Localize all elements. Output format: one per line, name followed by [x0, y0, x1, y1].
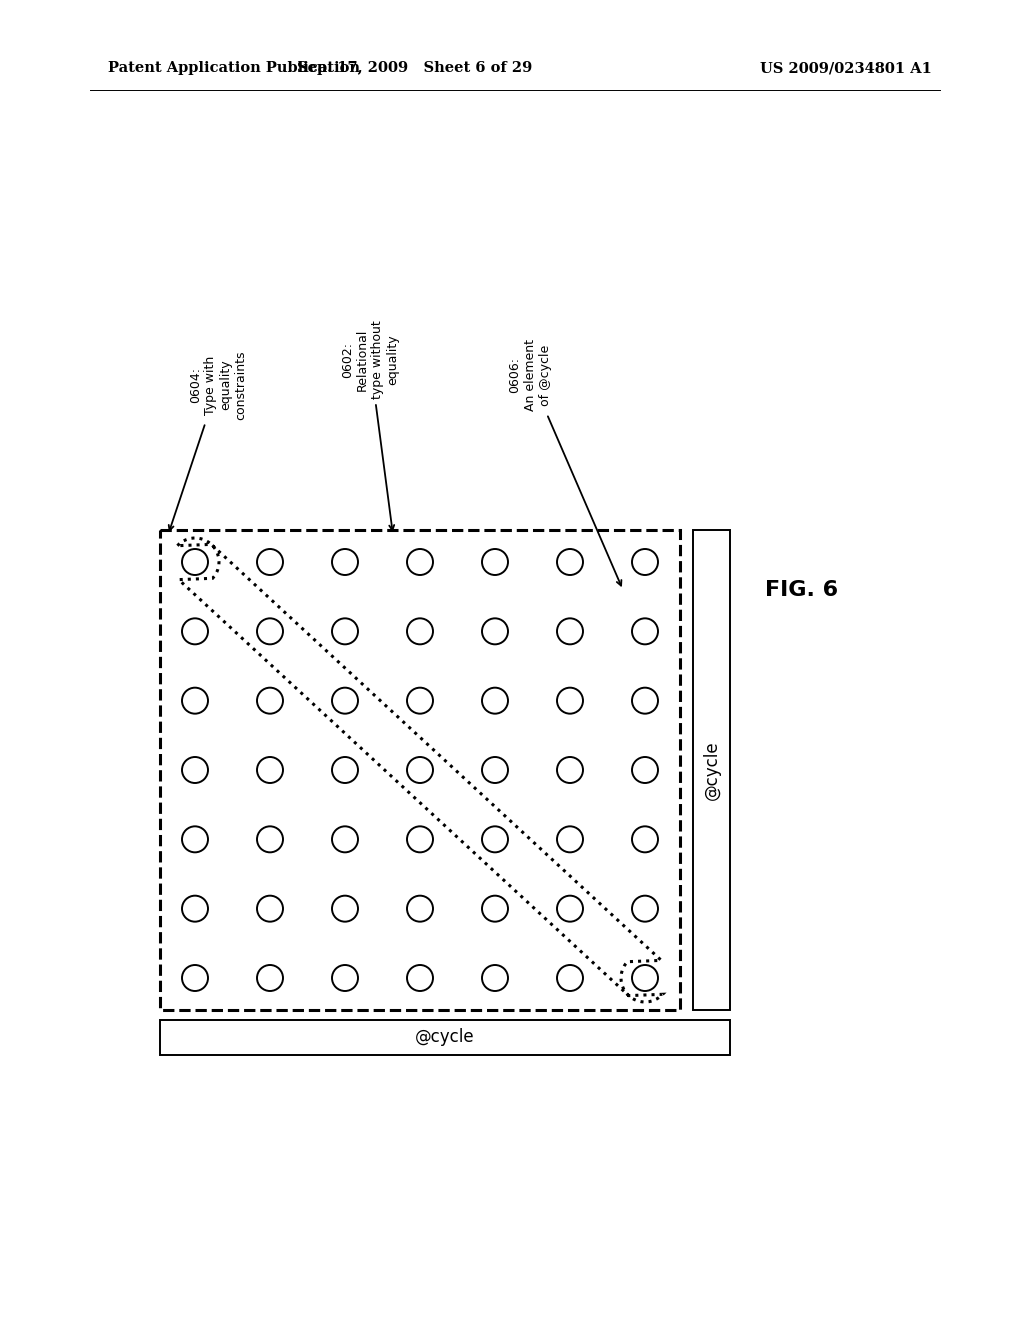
Bar [160, 531, 680, 1010]
Circle shape [182, 826, 208, 853]
Circle shape [557, 756, 583, 783]
Circle shape [482, 965, 508, 991]
Circle shape [557, 826, 583, 853]
Circle shape [332, 896, 358, 921]
Text: US 2009/0234801 A1: US 2009/0234801 A1 [760, 61, 932, 75]
Circle shape [182, 688, 208, 714]
Circle shape [257, 688, 283, 714]
Circle shape [557, 549, 583, 576]
Circle shape [407, 688, 433, 714]
Circle shape [182, 896, 208, 921]
Text: Patent Application Publication: Patent Application Publication [108, 61, 360, 75]
Circle shape [332, 618, 358, 644]
Circle shape [182, 756, 208, 783]
Circle shape [182, 618, 208, 644]
Circle shape [257, 896, 283, 921]
Circle shape [332, 688, 358, 714]
Circle shape [482, 549, 508, 576]
Circle shape [182, 549, 208, 576]
Circle shape [632, 756, 658, 783]
Circle shape [407, 896, 433, 921]
Text: FIG. 6: FIG. 6 [765, 579, 838, 601]
Circle shape [557, 965, 583, 991]
Circle shape [257, 756, 283, 783]
Circle shape [482, 896, 508, 921]
Circle shape [632, 549, 658, 576]
Circle shape [182, 965, 208, 991]
Circle shape [407, 756, 433, 783]
Circle shape [257, 826, 283, 853]
Bar [160, 1020, 730, 1055]
Bar [693, 531, 730, 1010]
Circle shape [257, 965, 283, 991]
Circle shape [407, 618, 433, 644]
Text: 0604:
Type with
equality
constraints: 0604: Type with equality constraints [169, 350, 247, 531]
Circle shape [332, 756, 358, 783]
Circle shape [407, 826, 433, 853]
Circle shape [257, 549, 283, 576]
Circle shape [332, 965, 358, 991]
Text: @cycle: @cycle [415, 1028, 475, 1047]
Circle shape [332, 549, 358, 576]
Text: @cycle: @cycle [702, 741, 721, 800]
Circle shape [482, 826, 508, 853]
Circle shape [332, 826, 358, 853]
Circle shape [482, 756, 508, 783]
Circle shape [557, 896, 583, 921]
Circle shape [632, 826, 658, 853]
Text: Sep. 17, 2009   Sheet 6 of 29: Sep. 17, 2009 Sheet 6 of 29 [297, 61, 532, 75]
Circle shape [257, 618, 283, 644]
Circle shape [482, 618, 508, 644]
Circle shape [632, 618, 658, 644]
Circle shape [482, 688, 508, 714]
Circle shape [632, 896, 658, 921]
Text: 0606:
An element
of @cycle: 0606: An element of @cycle [509, 339, 622, 586]
Circle shape [407, 549, 433, 576]
Circle shape [407, 965, 433, 991]
Text: 0602:
Relational
type without
equality: 0602: Relational type without equality [341, 321, 399, 531]
Circle shape [557, 618, 583, 644]
Circle shape [632, 965, 658, 991]
Circle shape [632, 688, 658, 714]
Circle shape [557, 688, 583, 714]
